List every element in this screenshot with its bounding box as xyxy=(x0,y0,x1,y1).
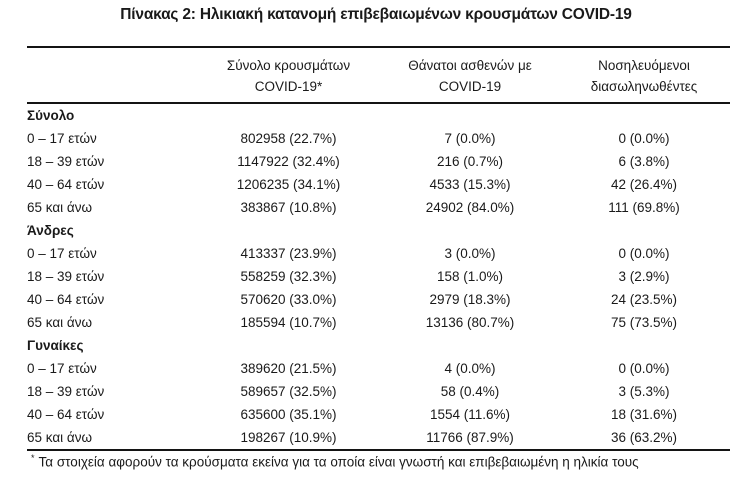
cases-cell: 802958 (22.7%) xyxy=(240,131,337,146)
deaths-cell: 4 (0.0%) xyxy=(444,361,496,376)
age-cell: 0 – 17 ετών xyxy=(27,361,97,376)
age-cell: 40 – 64 ετών xyxy=(27,292,105,307)
deaths-cell: 4533 (15.3%) xyxy=(429,177,511,192)
deaths-cell: 3 (0.0%) xyxy=(444,246,496,261)
intubated-cell: 3 (2.9%) xyxy=(618,269,670,284)
age-cell: 65 και άνω xyxy=(27,315,93,330)
cases-cell: 589657 (32.5%) xyxy=(240,384,337,399)
section-label: Άνδρες xyxy=(27,223,74,238)
header-total-cases: Σύνολο κρουσμάτων COVID-19* xyxy=(195,46,382,104)
header-deaths: Θάνατοι ασθενών με COVID-19 xyxy=(382,46,558,104)
table-row: 0 – 17 ετών 802958 (22.7%) 7 (0.0%) 0 (0… xyxy=(27,127,730,150)
table-row: 0 – 17 ετών 413337 (23.9%) 3 (0.0%) 0 (0… xyxy=(27,242,730,265)
intubated-cell: 111 (69.8%) xyxy=(608,200,680,215)
footnote-text: Τα στοιχεία αφορούν τα κρούσματα εκείνα … xyxy=(38,454,639,470)
age-cell: 18 – 39 ετών xyxy=(27,269,105,284)
deaths-cell: 1554 (11.6%) xyxy=(429,407,511,422)
deaths-cell: 7 (0.0%) xyxy=(444,131,496,146)
table-row: 40 – 64 ετών 635600 (35.1%) 1554 (11.6%)… xyxy=(27,403,730,426)
age-cell: 40 – 64 ετών xyxy=(27,177,105,192)
cases-cell: 198267 (10.9%) xyxy=(195,426,382,451)
intubated-cell: 18 (31.6%) xyxy=(610,407,678,422)
section-header-row: Άνδρες xyxy=(27,219,730,242)
age-cell: 18 – 39 ετών xyxy=(27,154,105,169)
header-deaths-line2: COVID-19 xyxy=(438,79,502,94)
cases-cell: 635600 (35.1%) xyxy=(240,407,337,422)
empty-cell xyxy=(558,103,730,127)
covid-age-distribution-table: Σύνολο κρουσμάτων COVID-19* Θάνατοι ασθε… xyxy=(27,46,730,451)
table-row: 40 – 64 ετών 570620 (33.0%) 2979 (18.3%)… xyxy=(27,288,730,311)
empty-cell xyxy=(195,219,382,242)
footnote-asterisk: * xyxy=(31,453,35,463)
intubated-cell: 36 (63.2%) xyxy=(558,426,730,451)
intubated-cell: 3 (5.3%) xyxy=(618,384,670,399)
section-label: Γυναίκες xyxy=(27,338,84,353)
intubated-cell: 0 (0.0%) xyxy=(618,131,670,146)
table-row: 65 και άνω 185594 (10.7%) 13136 (80.7%) … xyxy=(27,311,730,334)
table-title: Πίνακας 2: Ηλικιακή κατανομή επιβεβαιωμέ… xyxy=(120,6,632,23)
cases-cell: 570620 (33.0%) xyxy=(240,292,337,307)
header-intubated-line1: Νοσηλευόμενοι xyxy=(598,58,690,73)
section-header-row: Γυναίκες xyxy=(27,334,730,357)
cases-cell: 558259 (32.3%) xyxy=(240,269,337,284)
table-row: 18 – 39 ετών 1147922 (32.4%) 216 (0.7%) … xyxy=(27,150,730,173)
age-cell: 65 και άνω xyxy=(27,426,195,451)
age-cell: 65 και άνω xyxy=(27,200,93,215)
table-row: 0 – 17 ετών 389620 (21.5%) 4 (0.0%) 0 (0… xyxy=(27,357,730,380)
header-empty-cell xyxy=(27,46,195,104)
cases-cell: 1147922 (32.4%) xyxy=(237,154,340,169)
empty-cell xyxy=(382,103,558,127)
footnote: * Τα στοιχεία αφορούν τα κρούσματα εκείνα… xyxy=(31,453,639,470)
cases-cell: 185594 (10.7%) xyxy=(240,315,337,330)
deaths-cell: 11766 (87.9%) xyxy=(382,426,558,451)
cases-cell: 389620 (21.5%) xyxy=(240,361,337,376)
intubated-cell: 0 (0.0%) xyxy=(618,361,670,376)
empty-cell xyxy=(195,334,382,357)
intubated-cell: 24 (23.5%) xyxy=(610,292,678,307)
table-row: 65 και άνω 198267 (10.9%) 11766 (87.9%) … xyxy=(27,426,730,451)
age-cell: 0 – 17 ετών xyxy=(27,246,97,261)
empty-cell xyxy=(558,334,730,357)
header-row: Σύνολο κρουσμάτων COVID-19* Θάνατοι ασθε… xyxy=(27,46,730,104)
deaths-cell: 158 (1.0%) xyxy=(436,269,504,284)
table-row: 18 – 39 ετών 589657 (32.5%) 58 (0.4%) 3 … xyxy=(27,380,730,403)
intubated-cell: 6 (3.8%) xyxy=(618,154,670,169)
header-intubated-line2: διασωληνωθέντες xyxy=(590,79,698,94)
age-cell: 18 – 39 ετών xyxy=(27,384,105,399)
header-intubated: Νοσηλευόμενοι διασωληνωθέντες xyxy=(558,46,730,104)
age-cell: 40 – 64 ετών xyxy=(27,407,105,422)
cases-cell: 1206235 (34.1%) xyxy=(236,177,341,192)
deaths-cell: 13136 (80.7%) xyxy=(425,315,515,330)
table-row: 40 – 64 ετών 1206235 (34.1%) 4533 (15.3%… xyxy=(27,173,730,196)
intubated-cell: 0 (0.0%) xyxy=(618,246,670,261)
age-cell: 0 – 17 ετών xyxy=(27,131,97,146)
cases-cell: 383867 (10.8%) xyxy=(240,200,337,215)
section-header-row: Σύνολο xyxy=(27,103,730,127)
section-label: Σύνολο xyxy=(27,108,75,123)
header-deaths-line1: Θάνατοι ασθενών με xyxy=(408,58,532,73)
empty-cell xyxy=(382,334,558,357)
empty-cell xyxy=(558,219,730,242)
deaths-cell: 24902 (84.0%) xyxy=(425,200,515,215)
empty-cell xyxy=(195,103,382,127)
empty-cell xyxy=(382,219,558,242)
intubated-cell: 75 (73.5%) xyxy=(610,315,678,330)
header-total-cases-line2: COVID-19* xyxy=(254,79,323,94)
intubated-cell: 42 (26.4%) xyxy=(610,177,678,192)
header-total-cases-line1: Σύνολο κρουσμάτων xyxy=(226,58,351,73)
deaths-cell: 216 (0.7%) xyxy=(436,154,504,169)
table-row: 65 και άνω 383867 (10.8%) 24902 (84.0%) … xyxy=(27,196,730,219)
table-row: 18 – 39 ετών 558259 (32.3%) 158 (1.0%) 3… xyxy=(27,265,730,288)
deaths-cell: 2979 (18.3%) xyxy=(429,292,511,307)
deaths-cell: 58 (0.4%) xyxy=(440,384,500,399)
cases-cell: 413337 (23.9%) xyxy=(240,246,337,261)
